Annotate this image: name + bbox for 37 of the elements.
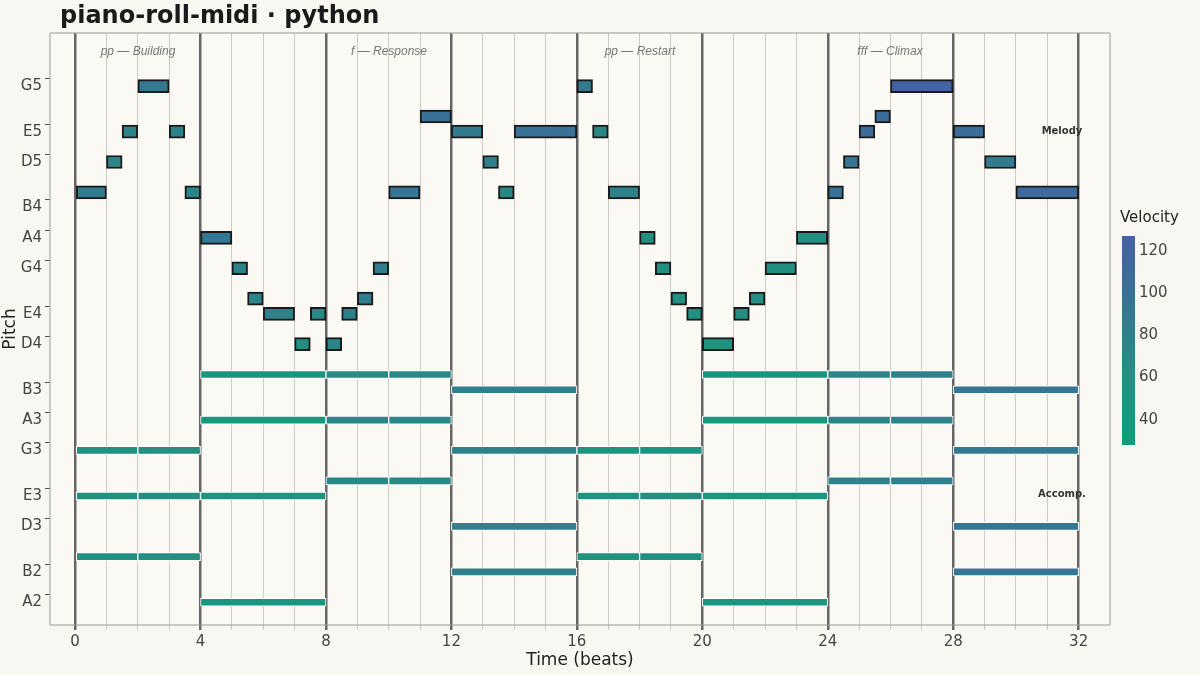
chart-title: piano-roll-midi · python — [60, 1, 380, 30]
x-tick-label: 8 — [321, 631, 331, 650]
y-tick-label: D3 — [20, 516, 42, 535]
x-axis-title: Time (beats) — [525, 649, 634, 670]
annotation: pp — Building — [99, 44, 176, 59]
y-tick-label: A4 — [22, 227, 42, 246]
x-tick-label: 28 — [943, 631, 963, 650]
color-bar-label: 60 — [1139, 367, 1159, 386]
y-tick-label: A2 — [22, 592, 42, 611]
x-tick-label: 12 — [441, 631, 461, 650]
y-tick-label: G5 — [20, 76, 42, 95]
x-tick-label: 32 — [1069, 631, 1089, 650]
y-tick-label: D5 — [20, 151, 42, 170]
x-tick-label: 24 — [818, 631, 838, 650]
y-axis-title: Pitch — [0, 308, 19, 350]
color-bar-label: 120 — [1139, 240, 1168, 259]
y-tick-label: A3 — [22, 409, 42, 428]
x-tick-label: 20 — [692, 631, 712, 650]
y-tick-label: G4 — [20, 258, 42, 277]
color-bar-label: 100 — [1139, 282, 1168, 301]
color-bar-label: 80 — [1139, 325, 1159, 344]
annotation: fff — Climax — [857, 44, 924, 59]
color-bar-title: Velocity — [1120, 207, 1179, 226]
y-tick-label: B4 — [22, 197, 42, 216]
annotation: f — Response — [350, 44, 428, 59]
y-tick-label: B3 — [22, 379, 42, 398]
y-tick-label: G3 — [20, 440, 42, 459]
y-tick-label: E5 — [22, 121, 42, 140]
x-tick-label: 0 — [70, 631, 80, 650]
y-tick-label: D4 — [20, 334, 42, 353]
color-bar-label: 40 — [1139, 409, 1159, 428]
x-tick-label: 4 — [195, 631, 206, 650]
y-tick-label: E4 — [22, 303, 42, 322]
x-tick-label: 16 — [567, 631, 587, 650]
annotation: pp — Restart — [603, 44, 677, 59]
y-tick-label: B2 — [22, 561, 42, 580]
y-tick-label: E3 — [22, 485, 42, 504]
